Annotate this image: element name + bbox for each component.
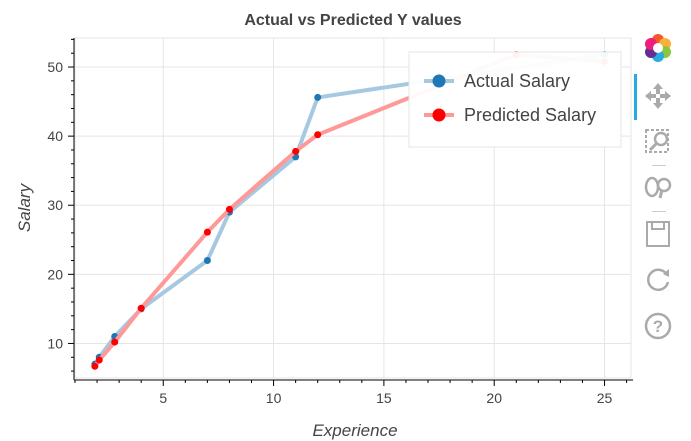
data-point <box>225 205 233 213</box>
data-point <box>314 131 322 139</box>
legend-box <box>408 51 622 148</box>
pan-icon[interactable] <box>642 80 674 112</box>
box-zoom-icon[interactable] <box>642 126 674 158</box>
bokeh-logo-icon[interactable] <box>642 32 674 64</box>
x-tick-label: 20 <box>486 390 502 406</box>
data-point <box>137 304 145 312</box>
data-point <box>203 228 211 236</box>
data-point <box>95 356 103 364</box>
legend-label: Predicted Salary <box>464 105 596 125</box>
data-point <box>91 362 99 370</box>
y-tick-label: 50 <box>47 59 63 75</box>
x-tick-label: 5 <box>159 390 167 406</box>
chart-toolbar: ? <box>634 30 684 360</box>
x-tick-label: 10 <box>266 390 282 406</box>
y-tick-label: 40 <box>47 128 63 144</box>
data-point <box>292 147 300 155</box>
y-tick-label: 10 <box>47 335 63 351</box>
save-icon[interactable] <box>642 218 674 250</box>
x-tick-label: 15 <box>376 390 392 406</box>
data-point <box>314 93 322 101</box>
y-axis-label: Salary <box>15 182 34 232</box>
chart-title: Actual vs Predicted Y values <box>244 12 461 29</box>
x-axis-label: Experience <box>312 421 397 440</box>
toolbar-separator <box>652 211 666 212</box>
axes: 5 10 15 20 25 10 20 30 40 50 <box>47 38 633 406</box>
toolbar-separator <box>652 165 666 166</box>
legend: Actual Salary Predicted Salary <box>408 51 622 148</box>
data-point <box>111 338 119 346</box>
active-tool-indicator <box>634 74 637 120</box>
svg-text:?: ? <box>653 317 663 336</box>
y-tick-label: 30 <box>47 197 63 213</box>
data-point <box>203 257 211 265</box>
plot-area-frame <box>74 37 632 379</box>
wheel-zoom-icon[interactable] <box>642 172 674 204</box>
y-tick-label: 20 <box>47 266 63 282</box>
x-tick-label: 25 <box>597 390 613 406</box>
legend-swatch-marker <box>432 108 446 122</box>
legend-label: Actual Salary <box>464 71 570 91</box>
reset-icon[interactable] <box>642 264 674 296</box>
help-icon[interactable]: ? <box>642 310 674 342</box>
legend-swatch-marker <box>432 74 446 88</box>
